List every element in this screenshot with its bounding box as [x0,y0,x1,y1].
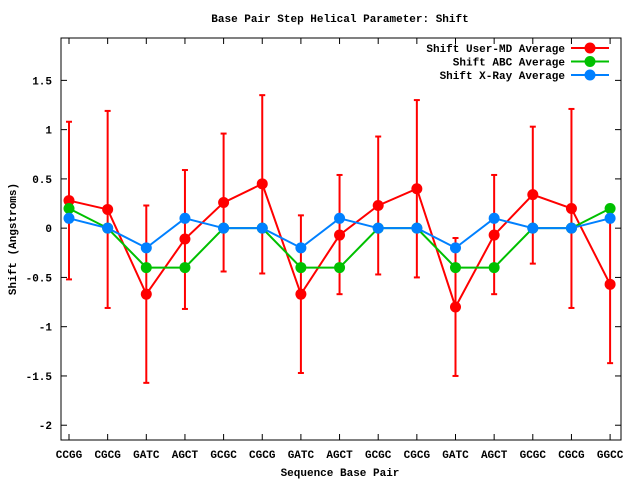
series-0 [63,94,616,384]
data-point [604,212,616,224]
legend-label: Shift ABC Average [453,58,566,70]
data-point [218,197,230,209]
x-tick-label: AGCT [481,450,508,462]
legend-marker [584,69,596,81]
data-point [295,242,307,254]
data-point [295,288,307,300]
plot-frame [60,37,622,441]
x-tick-label: GCGC [520,450,547,462]
data-point [488,229,500,241]
data-point [334,262,346,274]
data-point [179,262,191,274]
data-point [604,202,616,214]
y-tick-label: -2 [39,421,52,433]
x-tick-label: GGCC [597,450,624,462]
legend-label: Shift User-MD Average [426,44,565,56]
y-tick-label: -0.5 [26,273,53,285]
y-axis-label: Shift (Angstroms) [8,183,20,295]
data-point [140,288,152,300]
data-point [256,178,268,190]
legend-label: Shift X-Ray Average [440,71,566,83]
legend-marker [584,42,596,54]
data-point [372,200,384,211]
data-point [334,229,346,241]
x-tick-label: GATC [133,450,160,462]
y-tick-label: 0.5 [32,175,52,187]
x-axis-label: Sequence Base Pair [281,468,400,480]
data-point [140,262,152,274]
data-point [334,212,346,224]
data-point [527,189,539,201]
data-point [527,222,539,234]
data-point [411,183,423,195]
data-point [488,212,500,224]
data-point [488,262,500,274]
data-point [63,202,75,214]
series-2 [63,212,616,254]
y-tick-label: -1.5 [26,372,53,384]
x-tick-label: GATC [442,450,469,462]
data-point [411,222,423,234]
data-point [372,222,384,234]
data-point [565,202,577,214]
data-point [63,212,75,224]
data-point [102,222,114,234]
x-tick-label: AGCT [172,450,199,462]
x-tick-label: CGCG [558,450,585,462]
data-point [604,278,616,290]
data-point [450,301,461,313]
y-tick-label: -1 [39,323,53,335]
legend-marker [584,56,596,67]
x-tick-label: CGCG [249,450,276,462]
x-tick-label: GCGC [365,450,392,462]
x-tick-label: CGCG [404,450,431,462]
data-point [179,212,191,224]
data-point [218,222,230,234]
data-point [63,195,75,207]
y-tick-label: 1.5 [32,76,52,88]
data-point [450,262,461,274]
data-point [179,233,191,245]
x-tick-label: AGCT [326,450,353,462]
x-tick-label: GATC [288,450,315,462]
chart-title: Base Pair Step Helical Parameter: Shift [211,14,468,26]
x-tick-label: CGCG [94,450,121,462]
y-tick-label: 0 [45,224,52,236]
data-point [140,242,152,254]
x-tick-label: GCGC [210,450,237,462]
data-point [295,262,307,274]
data-point [450,242,461,254]
y-tick-label: 1 [45,126,52,138]
data-point [256,222,268,234]
x-tick-label: CCGG [56,450,83,462]
data-point [565,222,577,234]
data-point [102,203,114,215]
